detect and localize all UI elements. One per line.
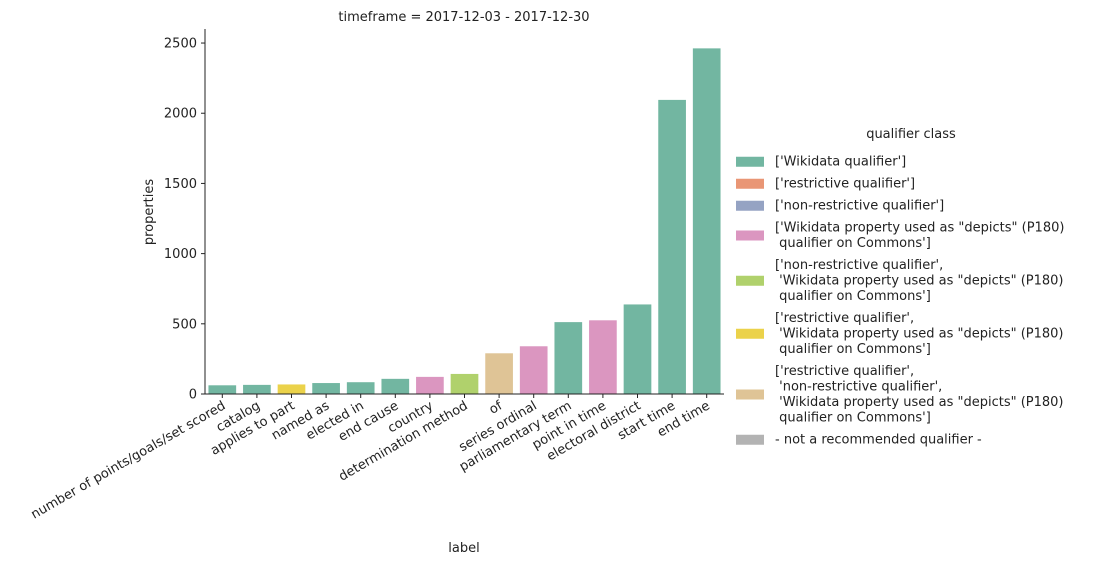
bar-9 — [519, 346, 548, 394]
bar-1 — [243, 384, 271, 394]
bar-12 — [623, 304, 652, 394]
y-tick-label-1: 500 — [172, 317, 197, 332]
legend-label-7: - not a recommended qualifier - — [775, 433, 982, 448]
bar-6 — [416, 376, 444, 394]
y-tick-label-5: 2500 — [164, 37, 197, 52]
bar-13 — [658, 99, 686, 395]
legend-label-5: ['restrictive qualifier', 'Wikidata prop… — [775, 311, 1064, 357]
legend-label-4: ['non-restrictive qualifier', 'Wikidata … — [775, 258, 1064, 304]
x-axis-ticks: number of points/goals/set scoredcatalog… — [29, 394, 713, 522]
bar-11 — [589, 320, 617, 394]
bar-10 — [554, 322, 583, 394]
bar-14 — [692, 48, 721, 394]
y-tick-label-3: 1500 — [164, 177, 197, 192]
legend-swatch-7 — [736, 434, 764, 445]
y-tick-label-2: 1000 — [164, 247, 197, 262]
bar-2 — [277, 384, 306, 394]
legend-title: qualifier class — [866, 127, 956, 142]
bar-8 — [485, 353, 513, 394]
x-tick-label-0: number of points/goals/set scored — [29, 398, 229, 522]
x-axis-label: label — [448, 541, 479, 556]
y-axis-label: properties — [142, 179, 157, 246]
bar-7 — [450, 373, 479, 394]
legend-swatch-1 — [736, 178, 764, 189]
bar-5 — [381, 378, 410, 394]
legend-swatch-5 — [736, 328, 764, 339]
legend-swatch-2 — [736, 200, 764, 211]
legend-label-1: ['restrictive qualifier'] — [775, 177, 915, 192]
legend: qualifier class ['Wikidata qualifier'] ['… — [736, 127, 1064, 448]
bar-4 — [346, 382, 375, 394]
bar-3 — [312, 383, 340, 394]
legend-label-6: ['restrictive qualifier', 'non-restricti… — [775, 364, 1064, 426]
legend-label-3: ['Wikidata property used as "depicts" (P… — [775, 221, 1064, 252]
legend-label-2: ['non-restrictive qualifier'] — [775, 199, 944, 214]
bar-0 — [208, 385, 237, 394]
chart-title: timeframe = 2017-12-03 - 2017-12-30 — [338, 10, 589, 25]
y-axis-ticks: 0 500 1000 1500 2000 2500 — [164, 37, 205, 403]
legend-swatch-0 — [736, 156, 764, 167]
legend-swatch-6 — [736, 389, 764, 400]
y-tick-label-4: 2000 — [164, 107, 197, 122]
legend-swatch-4 — [736, 275, 764, 286]
y-tick-label-0: 0 — [189, 388, 197, 403]
legend-swatch-3 — [736, 230, 764, 241]
legend-label-0: ['Wikidata qualifier'] — [775, 155, 906, 170]
bars — [208, 48, 721, 395]
